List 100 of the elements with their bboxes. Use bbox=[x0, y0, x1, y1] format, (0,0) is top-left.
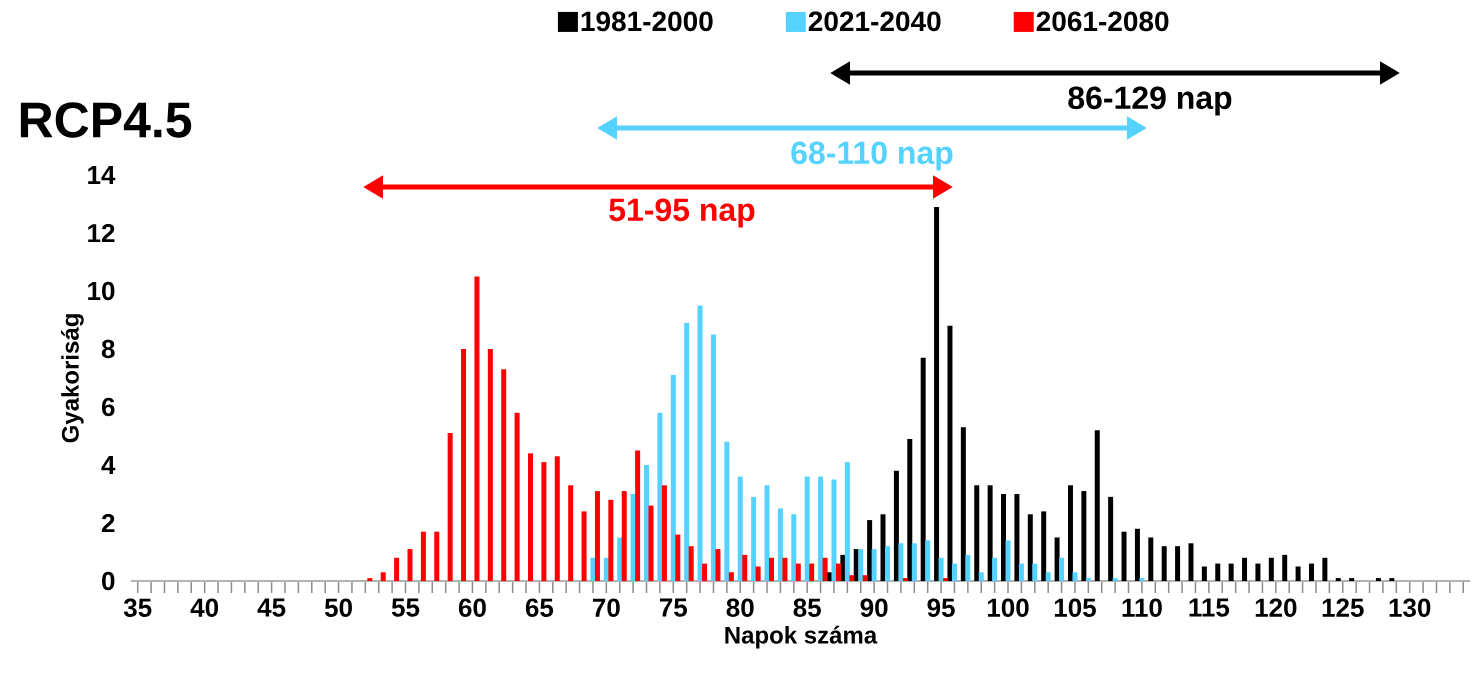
bar bbox=[1139, 578, 1145, 581]
bar bbox=[1032, 563, 1038, 581]
bar bbox=[795, 563, 801, 581]
bar bbox=[635, 450, 641, 581]
legend-label: 2021-2040 bbox=[808, 11, 941, 32]
bar bbox=[867, 520, 873, 581]
legend-label: 1981-2000 bbox=[581, 11, 713, 32]
bar bbox=[1059, 557, 1065, 581]
bar bbox=[1175, 546, 1181, 581]
bar bbox=[764, 485, 770, 581]
bar bbox=[617, 537, 623, 581]
bar bbox=[1349, 578, 1355, 581]
x-tick-label: 100 bbox=[987, 598, 1029, 617]
y-tick-label: 14 bbox=[88, 166, 116, 184]
bar bbox=[1308, 563, 1314, 581]
bar bbox=[1268, 557, 1274, 581]
x-tick-label: 65 bbox=[525, 598, 554, 617]
bar bbox=[1161, 546, 1167, 581]
x-tick-label: 85 bbox=[793, 598, 821, 617]
bar bbox=[911, 543, 917, 581]
bar bbox=[809, 563, 815, 581]
bar bbox=[1067, 485, 1073, 581]
bar bbox=[769, 557, 775, 581]
bar bbox=[974, 485, 980, 581]
bar bbox=[1112, 578, 1118, 581]
bar bbox=[594, 491, 600, 581]
bar bbox=[702, 563, 708, 581]
bar bbox=[791, 514, 797, 581]
bar bbox=[1188, 543, 1194, 581]
bar bbox=[1001, 493, 1007, 581]
text: 86-129 nap bbox=[1068, 86, 1232, 116]
bar bbox=[688, 546, 694, 581]
bar bbox=[742, 554, 748, 581]
bar bbox=[1389, 578, 1395, 581]
bar bbox=[992, 557, 998, 581]
x-tick-label: 120 bbox=[1255, 598, 1297, 617]
bar bbox=[1018, 563, 1024, 581]
bar bbox=[715, 549, 721, 581]
bar bbox=[1322, 557, 1328, 581]
x-tick-label: 80 bbox=[726, 598, 754, 617]
bar bbox=[907, 438, 913, 581]
y-tick-label: 6 bbox=[101, 397, 115, 417]
bar bbox=[880, 514, 886, 581]
x-tick-label: 110 bbox=[1122, 598, 1162, 617]
bar bbox=[581, 511, 587, 581]
bar bbox=[755, 566, 761, 581]
bar bbox=[661, 485, 667, 581]
bar bbox=[684, 322, 690, 581]
bar bbox=[885, 546, 891, 581]
bar bbox=[710, 334, 716, 581]
x-tick-label: 115 bbox=[1189, 598, 1230, 617]
bar bbox=[1045, 572, 1051, 581]
bar bbox=[670, 375, 676, 581]
annotation: 51-95 nap bbox=[609, 198, 755, 228]
chart-title: RCP4.5 bbox=[20, 102, 192, 138]
bar bbox=[367, 578, 373, 581]
bar bbox=[835, 563, 841, 581]
bar bbox=[777, 508, 783, 581]
bar bbox=[1201, 566, 1207, 581]
x-tick-label: 105 bbox=[1054, 598, 1096, 617]
bar bbox=[501, 369, 507, 581]
bar bbox=[920, 357, 926, 581]
bar bbox=[1148, 537, 1154, 581]
x-axis-title: Napok száma bbox=[725, 625, 878, 649]
bar bbox=[608, 499, 614, 581]
bar bbox=[1005, 540, 1011, 581]
x-tick-label: 40 bbox=[190, 598, 219, 617]
x-tick-label: 75 bbox=[659, 598, 688, 617]
bar bbox=[644, 464, 650, 581]
bar bbox=[487, 348, 493, 581]
bar bbox=[1085, 578, 1091, 581]
bar bbox=[902, 578, 908, 581]
bar bbox=[657, 412, 663, 581]
y-tick-label: 2 bbox=[101, 513, 115, 533]
bar bbox=[858, 549, 864, 581]
bar bbox=[1282, 554, 1288, 581]
x-tick-label: 60 bbox=[458, 598, 486, 617]
bar bbox=[461, 348, 467, 581]
bar bbox=[947, 325, 953, 581]
x-tick-label: 35 bbox=[123, 598, 152, 617]
bar bbox=[380, 572, 386, 581]
bar bbox=[978, 572, 984, 581]
bar bbox=[420, 531, 426, 581]
bar bbox=[943, 578, 949, 581]
bar bbox=[804, 476, 810, 581]
bar bbox=[1295, 566, 1301, 581]
bar bbox=[621, 491, 627, 581]
text: 68-110 nap bbox=[791, 141, 953, 171]
x-tick-label: 50 bbox=[324, 598, 352, 617]
bar bbox=[951, 563, 957, 581]
bar bbox=[960, 427, 966, 581]
bar bbox=[1094, 430, 1100, 581]
bar bbox=[965, 554, 971, 581]
bar bbox=[675, 534, 681, 581]
bar bbox=[434, 531, 440, 581]
bar bbox=[1134, 528, 1140, 581]
bar bbox=[751, 496, 757, 581]
bar bbox=[724, 441, 730, 581]
bar bbox=[528, 453, 533, 581]
bar bbox=[987, 485, 993, 581]
